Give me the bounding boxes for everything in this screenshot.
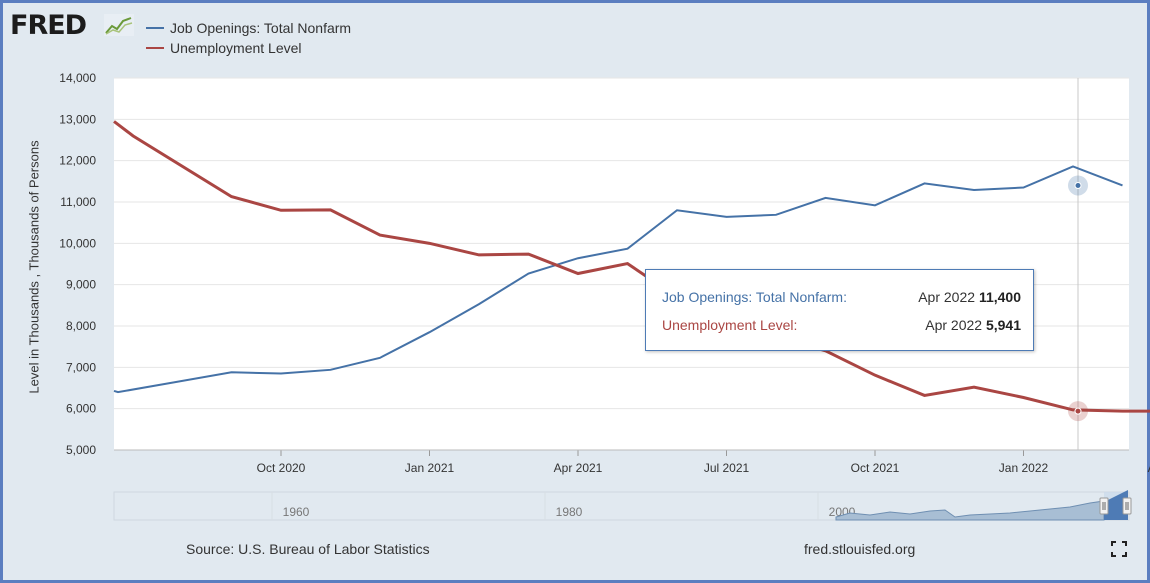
tooltip-date: Apr 2022 — [918, 289, 976, 305]
source-note: Source: U.S. Bureau of Labor Statistics — [186, 541, 430, 557]
y-tick-label: 12,000 — [59, 154, 96, 168]
y-tick-label: 13,000 — [59, 112, 96, 126]
navigator-handle[interactable] — [1099, 497, 1109, 515]
tooltip-number: 11,400 — [978, 289, 1021, 305]
x-tick-label: Apr 2021 — [554, 461, 603, 475]
tooltip-label: Job Openings: Total Nonfarm: — [662, 289, 847, 305]
x-tick-label: Oct 2020 — [257, 461, 306, 475]
site-link[interactable]: fred.stlouisfed.org — [804, 541, 916, 557]
fred-logo[interactable]: FRED — [10, 10, 87, 41]
x-tick-label: Jul 2021 — [704, 461, 750, 475]
x-tick-label: Jan 2021 — [405, 461, 455, 475]
x-axis-ticks: Oct 2020 Jan 2021 Apr 2021 Jul 2021 Oct 2021… — [114, 449, 1150, 475]
y-tick-label: 6,000 — [66, 402, 96, 416]
y-axis-ticks: 5,000 6,000 7,000 8,000 9,000 10,000 11,000 12,… — [59, 71, 96, 457]
navigator-tick-label: 1980 — [556, 505, 583, 519]
y-tick-label: 10,000 — [59, 236, 96, 250]
tooltip-row-unemployment: Unemployment Level: Apr 2022 5,941 — [662, 317, 1021, 335]
x-tick-label: Jan 2022 — [999, 461, 1049, 475]
y-tick-label: 7,000 — [66, 360, 96, 374]
tooltip: Job Openings: Total Nonfarm: Apr 2022 11… — [645, 269, 1034, 351]
y-tick-label: 5,000 — [66, 443, 96, 457]
fred-chart-mark-icon — [104, 14, 134, 36]
navigator[interactable]: 1960 1980 2000 — [113, 490, 1132, 521]
fullscreen-icon[interactable] — [1111, 541, 1127, 557]
tooltip-label: Unemployment Level: — [662, 317, 798, 333]
hover-point-job-openings — [1074, 181, 1082, 189]
tooltip-date: Apr 2022 — [925, 317, 983, 333]
legend-item-job-openings[interactable]: Job Openings: Total Nonfarm — [146, 18, 351, 38]
hover-point-unemployment — [1074, 407, 1082, 415]
navigator-tick-label: 1960 — [283, 505, 310, 519]
legend-label: Unemployment Level — [170, 40, 302, 56]
tooltip-number: 5,941 — [985, 317, 1021, 333]
legend-label: Job Openings: Total Nonfarm — [170, 20, 352, 36]
legend: Job Openings: Total Nonfarm Unemployment… — [146, 18, 351, 58]
y-tick-label: 8,000 — [66, 319, 96, 333]
navigator-selected-area — [1104, 490, 1128, 520]
series-line-job-openings — [113, 165, 1123, 394]
x-tick-label: Oct 2021 — [851, 461, 900, 475]
legend-swatch-blue — [146, 27, 164, 29]
navigator-track — [113, 491, 1130, 521]
y-tick-label: 11,000 — [60, 195, 96, 209]
y-tick-label: 14,000 — [59, 71, 96, 85]
navigator-handle[interactable] — [1122, 497, 1132, 515]
tooltip-value: Apr 2022 11,400 — [918, 289, 1021, 307]
tooltip-row-job-openings: Job Openings: Total Nonfarm: Apr 2022 11… — [662, 289, 1021, 307]
y-tick-label: 9,000 — [66, 278, 96, 292]
tooltip-value: Apr 2022 5,941 — [925, 317, 1021, 335]
x-tick-label: Apr 2022 — [1148, 461, 1150, 475]
legend-item-unemployment[interactable]: Unemployment Level — [146, 38, 351, 58]
legend-swatch-red — [146, 47, 164, 49]
hover-markers — [1068, 175, 1088, 422]
